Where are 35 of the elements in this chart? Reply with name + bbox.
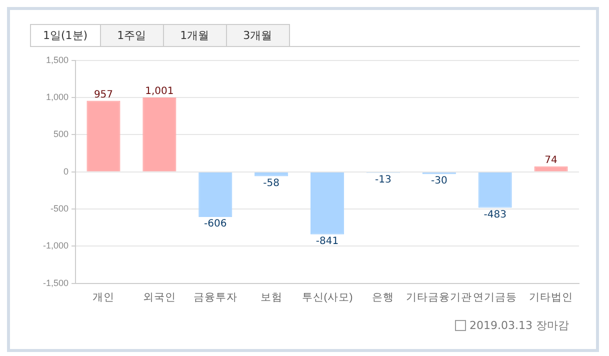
data-label: -483 xyxy=(484,209,506,220)
y-tick-label: 0 xyxy=(64,166,69,176)
data-label: -841 xyxy=(316,236,339,248)
y-tick-label: 1,000 xyxy=(46,92,69,102)
bar xyxy=(478,172,512,208)
x-tick-label: 개인 xyxy=(92,292,114,304)
text: 1일(1분) xyxy=(30,24,101,47)
x-tick-label: 금융투자 xyxy=(193,292,238,304)
text: 1주일 xyxy=(100,24,164,47)
bar xyxy=(310,172,344,234)
data-label: 1,001 xyxy=(145,86,174,98)
x-tick-label: 보험 xyxy=(260,292,282,304)
text: 2019.03.13 장마감 xyxy=(470,318,569,333)
bar xyxy=(142,97,176,172)
x-tick-label: 외국인 xyxy=(142,292,176,304)
x-tick-label: 은행 xyxy=(372,292,394,304)
y-tick-label: 1,500 xyxy=(46,54,69,65)
text: 3개월 xyxy=(226,24,290,47)
x-tick-label: 기타법인 xyxy=(529,292,574,304)
data-label: -30 xyxy=(430,176,448,187)
x-tick-label: 연기금등 xyxy=(473,292,518,304)
y-tick-label: -1,000 xyxy=(42,240,69,251)
data-label: -58 xyxy=(263,178,280,189)
y-tick-label: -1,500 xyxy=(42,278,69,288)
x-tick-label: 투신(사모) xyxy=(302,292,353,304)
x-tick-label: 기타금융기관 xyxy=(406,292,472,304)
data-label: 957 xyxy=(94,89,114,100)
text: 1개월 xyxy=(162,24,227,47)
data-label: -606 xyxy=(204,218,227,230)
data-label: 74 xyxy=(544,154,558,166)
data-label: -13 xyxy=(375,174,392,186)
y-tick-label: 500 xyxy=(53,129,69,140)
bar xyxy=(86,100,120,172)
bar xyxy=(198,172,232,217)
y-tick-label: -500 xyxy=(50,204,69,214)
